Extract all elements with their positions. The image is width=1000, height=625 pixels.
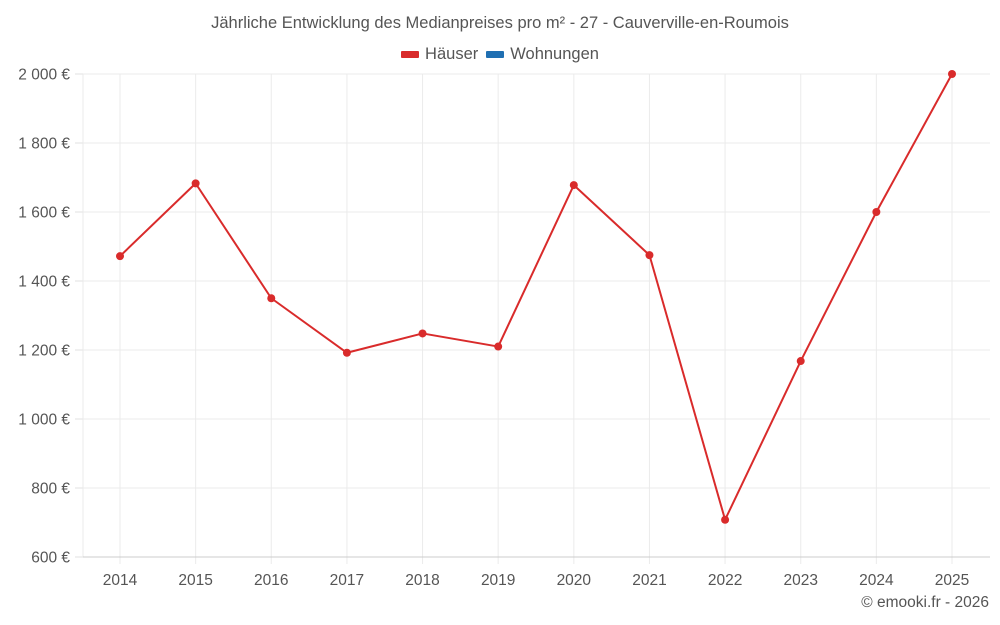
y-tick-label: 1 600 € <box>18 205 70 222</box>
data-point-marker[interactable] <box>645 251 654 260</box>
data-point-marker[interactable] <box>191 179 200 188</box>
x-axis: 2014 2015 2016 2017 2018 2019 2020 2021 2022 2023… <box>83 556 990 589</box>
legend-label-wohnungen: Wohnungen <box>510 45 599 63</box>
y-tick-label: 2 000 € <box>18 67 70 84</box>
x-tick-label: 2022 <box>708 572 742 589</box>
credit-text: © emooki.fr - 2026 <box>861 594 989 611</box>
data-point-marker[interactable] <box>796 357 805 366</box>
y-tick-label: 1 200 € <box>18 343 70 360</box>
y-axis: 600 € 800 € 1 000 € 1 200 € 1 400 € 1 600 € 1 … <box>18 67 70 567</box>
haeuser-swatch-icon <box>401 51 420 58</box>
x-tick-label: 2017 <box>330 572 364 589</box>
legend-item-haeuser[interactable]: Häuser <box>401 45 478 64</box>
legend-item-wohnungen[interactable]: Wohnungen <box>486 45 599 64</box>
series-line <box>119 73 953 521</box>
x-tick-label: 2021 <box>632 572 666 589</box>
y-tick-label: 1 800 € <box>18 136 70 153</box>
data-point-marker[interactable] <box>342 348 351 357</box>
y-tick-label: 1 000 € <box>18 412 70 429</box>
legend: Häuser Wohnungen <box>0 45 1000 64</box>
x-tick-label: 2016 <box>254 572 288 589</box>
y-tick-label: 800 € <box>31 481 70 498</box>
gridlines <box>75 73 990 564</box>
y-tick-label: 600 € <box>31 550 70 567</box>
data-point-marker[interactable] <box>721 515 730 524</box>
wohnungen-swatch-icon <box>486 51 505 58</box>
data-point-marker[interactable] <box>872 208 881 216</box>
x-tick-label: 2015 <box>178 572 212 589</box>
data-point-marker[interactable] <box>116 252 124 261</box>
x-tick-label: 2024 <box>859 572 894 589</box>
x-tick-label: 2014 <box>103 572 138 589</box>
data-point-marker[interactable] <box>267 294 276 303</box>
x-tick-label: 2019 <box>481 572 515 589</box>
data-point-marker[interactable] <box>569 181 578 190</box>
chart-title: Jährliche Entwicklung des Medianpreises … <box>211 14 789 32</box>
x-tick-label: 2018 <box>405 572 439 589</box>
x-tick-label: 2025 <box>935 572 969 589</box>
series-haeuser <box>116 70 956 524</box>
data-point-marker[interactable] <box>494 342 503 351</box>
x-tick-label: 2020 <box>557 572 592 589</box>
legend-label-haeuser: Häuser <box>425 45 479 63</box>
data-point-marker[interactable] <box>418 329 427 338</box>
data-point-marker[interactable] <box>948 70 956 78</box>
x-tick-label: 2023 <box>783 572 817 589</box>
y-tick-label: 1 400 € <box>18 274 70 291</box>
